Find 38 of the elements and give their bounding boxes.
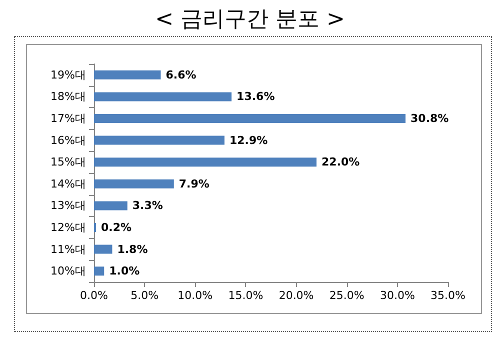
x-tick-label: 10.0% — [178, 289, 213, 302]
y-tick-label: 10%대 — [50, 264, 86, 278]
data-label: 0.2% — [101, 221, 132, 234]
chart-title: < 금리구간 분포 > — [154, 6, 346, 34]
x-tick-label: 35.0% — [430, 289, 466, 302]
bar — [94, 92, 232, 102]
bar — [94, 70, 161, 80]
y-tick-label: 11%대 — [50, 242, 86, 256]
y-tick-label: 18%대 — [50, 90, 86, 104]
x-tick-label: 25.0% — [329, 289, 364, 302]
y-tick-label: 16%대 — [50, 134, 86, 147]
bar — [94, 266, 104, 276]
x-tick-label: 15.0% — [228, 289, 264, 302]
x-tick-label: 20.0% — [278, 289, 314, 302]
y-tick-label: 13%대 — [50, 199, 86, 212]
data-label: 22.0% — [322, 156, 360, 169]
bar — [94, 179, 174, 188]
bar — [94, 114, 406, 123]
bar — [94, 158, 317, 167]
y-tick-label: 19%대 — [50, 68, 86, 82]
y-tick-label: 12%대 — [50, 221, 86, 234]
data-label: 6.6% — [166, 68, 196, 82]
data-label: 30.8% — [410, 112, 449, 125]
y-tick-label: 15%대 — [50, 156, 86, 169]
data-label: 1.0% — [109, 264, 140, 278]
data-label: 7.9% — [178, 177, 210, 190]
y-tick-label: 17%대 — [50, 112, 86, 125]
bar — [94, 244, 112, 254]
bar — [94, 201, 128, 210]
data-label: 12.9% — [229, 134, 268, 147]
data-label: 3.3% — [132, 199, 163, 212]
x-tick-label: 0.0% — [80, 289, 108, 302]
bar — [94, 136, 224, 145]
data-label: 1.8% — [117, 242, 148, 256]
x-tick-label: 30.0% — [380, 289, 415, 302]
y-tick-label: 14%대 — [50, 177, 86, 190]
data-label: 13.6% — [236, 90, 275, 104]
x-tick-label: 5.0% — [130, 289, 159, 302]
